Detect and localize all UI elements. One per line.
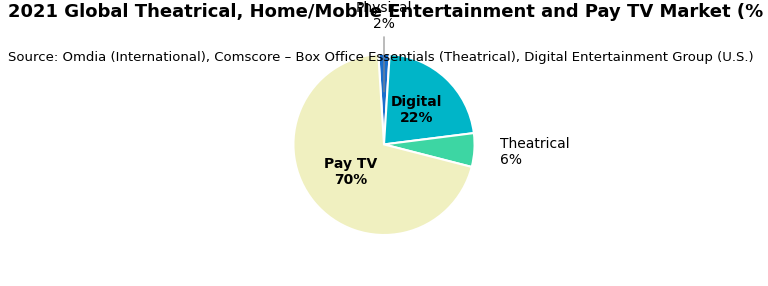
- Text: Pay TV
70%: Pay TV 70%: [324, 157, 377, 187]
- Wedge shape: [379, 54, 389, 144]
- Text: Source: Omdia (International), Comscore – Box Office Essentials (Theatrical), Di: Source: Omdia (International), Comscore …: [8, 51, 753, 64]
- Wedge shape: [384, 54, 474, 144]
- Wedge shape: [293, 54, 472, 235]
- Wedge shape: [384, 133, 475, 167]
- Text: Theatrical
6%: Theatrical 6%: [500, 137, 569, 167]
- Text: Digital
22%: Digital 22%: [391, 95, 442, 125]
- Text: Physical
2%: Physical 2%: [356, 1, 412, 92]
- Text: 2021 Global Theatrical, Home/Mobile Entertainment and Pay TV Market (% Share)⁵: 2021 Global Theatrical, Home/Mobile Ente…: [8, 3, 768, 21]
